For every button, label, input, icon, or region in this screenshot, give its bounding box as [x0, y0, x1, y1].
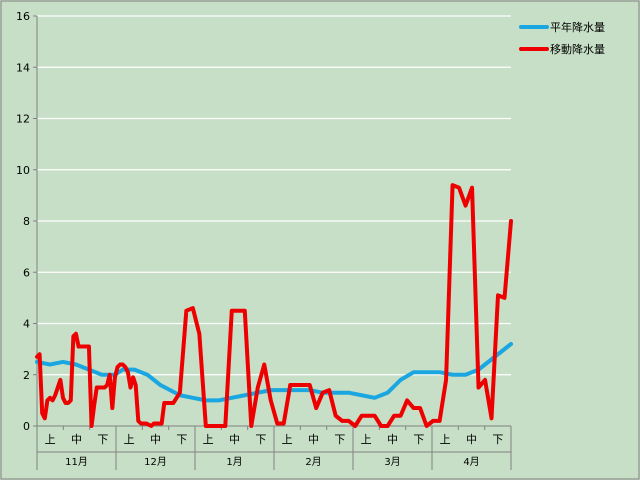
x-dekad-label: 下 — [413, 433, 424, 446]
x-dekad-label: 上 — [361, 433, 372, 446]
moving-precipitation-line — [35, 183, 513, 428]
x-dekad-label: 中 — [308, 433, 319, 446]
y-tick-label: 6 — [23, 266, 30, 279]
x-dekad-label: 下 — [255, 433, 266, 446]
x-month-label: 2月 — [305, 456, 321, 468]
legend-item-moving-label: 移動降水量 — [550, 42, 605, 56]
x-dekad-label: 下 — [176, 433, 187, 446]
x-month-label: 11月 — [65, 456, 88, 468]
legend-item-normal-label: 平年降水量 — [550, 20, 605, 34]
y-tick-label: 16 — [16, 10, 30, 23]
x-month-label: 3月 — [384, 456, 400, 468]
y-tick-label: 12 — [16, 113, 30, 126]
x-month-label: 12月 — [144, 456, 167, 468]
x-dekad-label: 上 — [203, 433, 214, 446]
x-month-label: 1月 — [226, 456, 242, 468]
y-tick-label: 2 — [23, 369, 30, 382]
x-dekad-label: 上 — [440, 433, 451, 446]
x-dekad-label: 中 — [466, 433, 477, 446]
x-month-label: 4月 — [463, 456, 479, 468]
y-tick-label: 8 — [23, 215, 30, 228]
y-tick-label: 14 — [16, 61, 30, 74]
y-tick-label: 4 — [23, 318, 30, 331]
x-dekad-label: 上 — [124, 433, 135, 446]
x-dekad-label: 中 — [150, 433, 161, 446]
x-dekad-label: 上 — [45, 433, 56, 446]
x-dekad-label: 中 — [229, 433, 240, 446]
x-dekad-label: 下 — [334, 433, 345, 446]
x-dekad-label: 中 — [71, 433, 82, 446]
series — [35, 183, 513, 428]
x-dekad-label: 中 — [387, 433, 398, 446]
y-tick-label: 10 — [16, 164, 30, 177]
x-dekad-label: 上 — [282, 433, 293, 446]
gridlines — [37, 15, 511, 376]
y-tick-label: 0 — [23, 420, 30, 433]
x-dekad-label: 下 — [97, 433, 108, 446]
axes: 0246810121416上中下11月上中下12月上中下1月上中下2月上中下3月… — [16, 10, 512, 470]
x-dekad-label: 下 — [492, 433, 503, 446]
